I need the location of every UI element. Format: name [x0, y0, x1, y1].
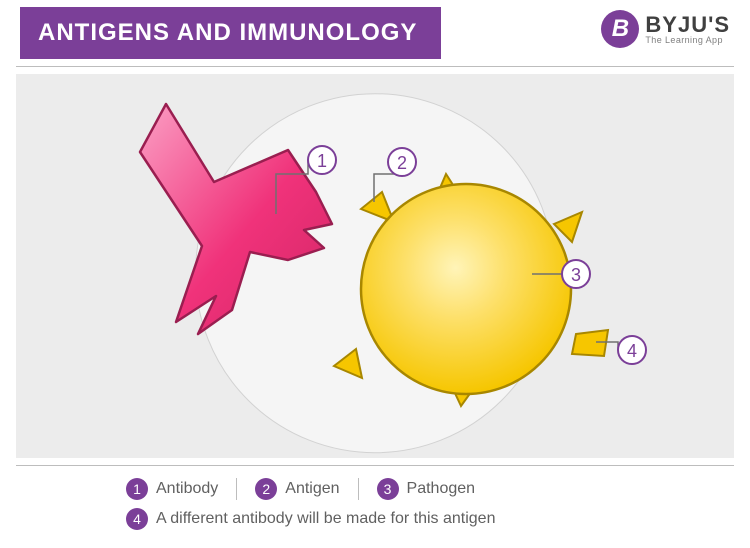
divider	[16, 66, 734, 67]
svg-text:1: 1	[317, 151, 327, 171]
legend-badge: 1	[126, 478, 148, 500]
brand-logo: B BYJU'S The Learning App	[601, 10, 730, 48]
legend-row-1: 1 Antibody 2 Antigen 3 Pathogen	[126, 478, 734, 500]
legend-badge: 2	[255, 478, 277, 500]
legend-label: Antigen	[285, 480, 339, 498]
legend-item-1: 1 Antibody	[126, 478, 218, 500]
pathogen-shape	[334, 174, 608, 406]
svg-text:2: 2	[397, 153, 407, 173]
logo-sub: The Learning App	[645, 36, 730, 45]
diagram-svg: 1 2 3 4	[16, 74, 734, 458]
logo-text: BYJU'S The Learning App	[645, 14, 730, 45]
logo-badge: B	[601, 10, 639, 48]
header: ANTIGENS AND IMMUNOLOGY B BYJU'S The Lea…	[0, 0, 750, 66]
callout-4: 4	[618, 336, 646, 364]
logo-main: BYJU'S	[645, 14, 730, 36]
legend-row-2: 4 A different antibody will be made for …	[126, 508, 734, 530]
legend-item-4: 4 A different antibody will be made for …	[126, 508, 495, 530]
legend-label: Pathogen	[407, 480, 476, 498]
page-title: ANTIGENS AND IMMUNOLOGY	[20, 7, 441, 59]
legend-item-3: 3 Pathogen	[377, 478, 476, 500]
legend-badge: 4	[126, 508, 148, 530]
divider	[358, 478, 359, 500]
diagram-canvas: 1 2 3 4	[16, 74, 734, 458]
legend-label: Antibody	[156, 480, 218, 498]
legend: 1 Antibody 2 Antigen 3 Pathogen 4 A diff…	[16, 472, 734, 536]
callout-2: 2	[388, 148, 416, 176]
legend-badge: 3	[377, 478, 399, 500]
callout-1: 1	[308, 146, 336, 174]
legend-label: A different antibody will be made for th…	[156, 510, 495, 528]
divider	[236, 478, 237, 500]
divider	[16, 465, 734, 466]
legend-item-2: 2 Antigen	[255, 478, 339, 500]
svg-text:3: 3	[571, 265, 581, 285]
antibody-shape	[140, 104, 332, 334]
callout-3: 3	[562, 260, 590, 288]
svg-text:4: 4	[627, 341, 637, 361]
